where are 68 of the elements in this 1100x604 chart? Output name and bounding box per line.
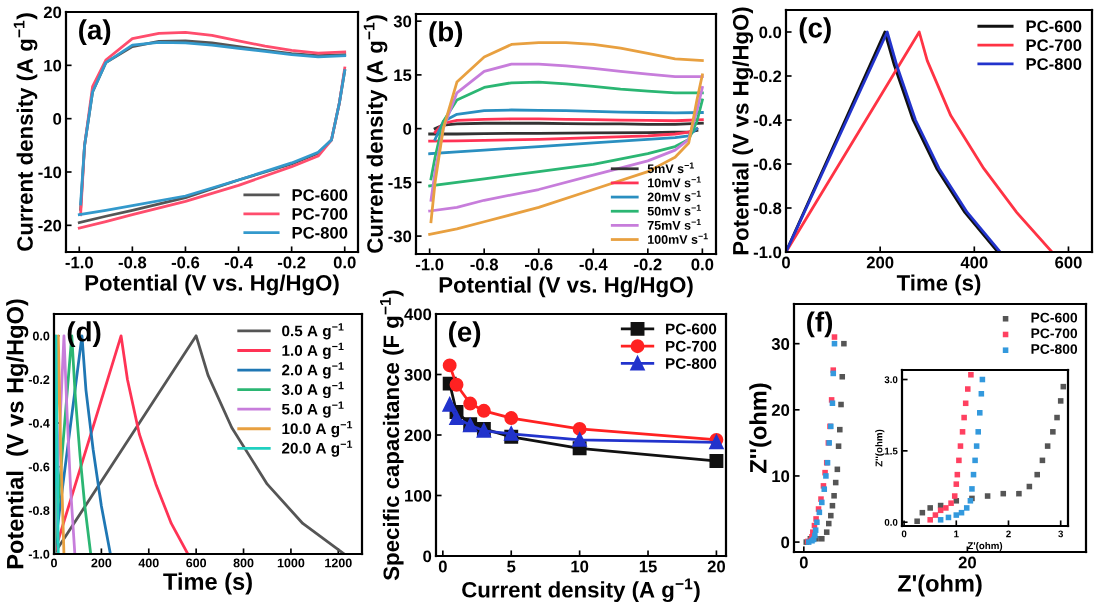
y-tick-label: -10 [38, 166, 62, 179]
y-tick-label: -30 [388, 230, 412, 243]
x-axis-title: Potential (V vs. Hg/HgO) [439, 276, 693, 298]
x-tick-label: -0.6 [171, 256, 200, 269]
y-tick-label: -0.6 [753, 158, 782, 171]
y-axis-title: Specific capacitance (F g$^{−1}$) [380, 290, 404, 581]
x-tick-label: -0.2 [277, 256, 306, 269]
y-tick-label: -0.2 [753, 70, 782, 83]
x-tick-label: -1.0 [415, 258, 444, 271]
legend-label: PC-600 [292, 189, 348, 201]
y-axis-title: Potential (V vs Hg/HgO) [732, 7, 754, 255]
y-tick-label: -1.0 [753, 246, 782, 259]
x-tick-label: -0.4 [579, 258, 608, 271]
x-axis-title: Potential (V vs. Hg/HgO) [85, 274, 339, 296]
x-tick-label: 0 [799, 556, 808, 569]
chart-title: (d) [67, 321, 101, 348]
x-axis-title: Z'(ohm) [897, 574, 982, 597]
y-tick-label: 10 [772, 470, 790, 483]
legend-label: PC-600 [1026, 20, 1082, 33]
y-axis-title: Z''(ohm) [749, 383, 772, 473]
chart-title: (e) [448, 321, 481, 348]
y-tick-label: 0.0 [759, 26, 782, 39]
y-tick-label: 15 [394, 69, 412, 82]
x-axis-title: Time (s) [896, 274, 981, 296]
x-tick-label: 0.0 [333, 256, 356, 269]
x-tick-label: -0.8 [470, 258, 499, 271]
x-axis-title: Current density (A g$^{−1}$) [462, 578, 700, 603]
chart-title: (f) [807, 311, 833, 338]
y-tick-label: 30 [771, 338, 790, 350]
y-axis-title: Potential (V vs Hg/HgO) [6, 299, 29, 569]
y-tick-label: 20 [43, 6, 62, 19]
x-axis-title: Time (s) [163, 572, 252, 595]
y-tick-label: 0 [53, 113, 62, 125]
legend-label: PC-700 [1026, 39, 1082, 52]
x-tick-label: -1.0 [65, 256, 93, 269]
x-tick-label: -0.4 [224, 256, 253, 269]
y-tick-label: 100 [405, 489, 432, 502]
x-tick-label: 5 [507, 560, 516, 573]
y-tick-label: -20 [38, 219, 62, 232]
y-tick-label: 20 [771, 404, 790, 417]
x-tick-label: 600 [1055, 256, 1082, 269]
y-tick-label: 400 [404, 308, 432, 321]
x-tick-label: 400 [960, 256, 988, 269]
x-tick-label: -0.8 [118, 256, 147, 269]
y-tick-label: 10 [44, 59, 62, 72]
y-axis-title: Current density (A g$^{−1}$) [363, 15, 388, 253]
legend-label: PC-800 [292, 226, 348, 239]
x-tick-label: -0.2 [634, 258, 662, 271]
x-tick-label: 20 [958, 556, 976, 569]
y-tick-label: 300 [404, 368, 432, 381]
x-tick-label: 0 [438, 560, 447, 573]
y-tick-label: -15 [388, 176, 412, 189]
y-axis-title: Current density (A g$^{−1}$) [13, 13, 38, 251]
y-tick-label: 0 [403, 123, 412, 135]
x-tick-label: 10 [571, 560, 589, 573]
chart-title: (c) [799, 17, 831, 44]
y-tick-label: -0.8 [753, 202, 782, 215]
y-tick-label: 200 [404, 429, 432, 442]
y-tick-label: 30 [393, 15, 412, 28]
chart-title: (b) [429, 21, 463, 48]
x-tick-label: 20 [707, 560, 726, 573]
y-tick-label: -0.4 [753, 114, 782, 127]
chart-title: (a) [79, 19, 111, 46]
legend-label: PC-800 [1026, 58, 1082, 70]
x-tick-label: -0.6 [525, 258, 553, 271]
legend-label: PC-700 [292, 208, 348, 220]
x-tick-label: 15 [639, 560, 657, 573]
x-tick-label: 0.0 [691, 258, 714, 271]
